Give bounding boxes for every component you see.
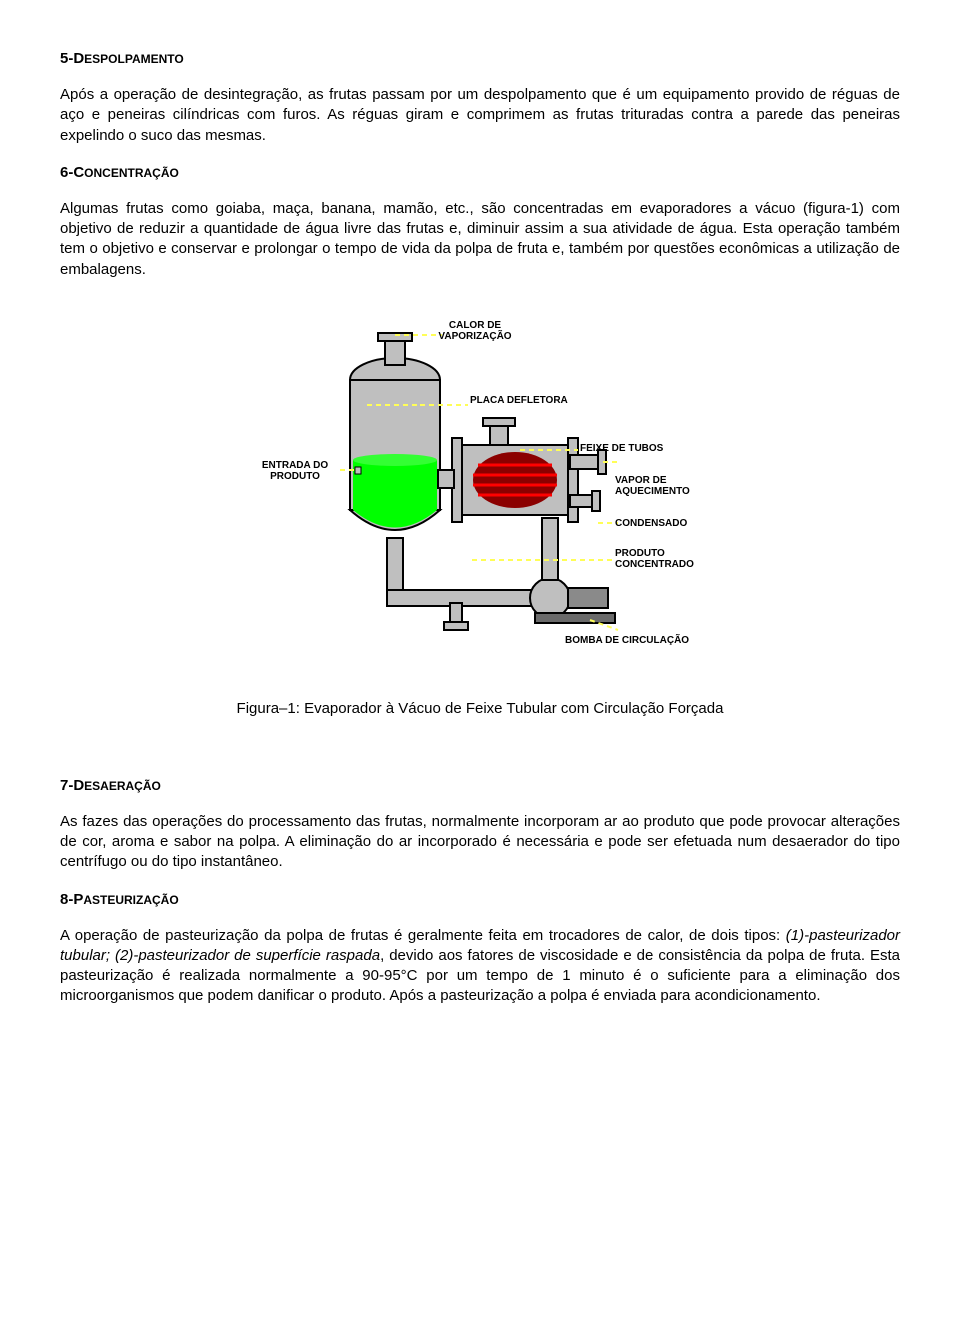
section-5-heading: 5-DESPOLPAMENTO: [60, 50, 900, 67]
label-placa: PLACA DEFLETORA: [470, 395, 568, 407]
section-8-heading: 8-PASTEURIZAÇÃO: [60, 891, 900, 908]
section-6-heading: 6-CONCENTRAÇÃO: [60, 164, 900, 181]
label-vapor: VAPOR DEAQUECIMENTO: [615, 475, 715, 498]
section-7-rest: ESAERAÇÃO: [84, 779, 161, 793]
label-produto-conc: PRODUTOCONCENTRADO: [615, 548, 715, 571]
section-6-num: 6-C: [60, 164, 84, 181]
figure-1-diagram: CALOR DEVAPORIZAÇÃO PLACA DEFLETORA ENTR…: [60, 300, 900, 670]
section-5-rest: ESPOLPAMENTO: [84, 52, 184, 66]
label-entrada: ENTRADA DOPRODUTO: [255, 460, 335, 483]
section-8-num: 8-P: [60, 891, 83, 908]
label-feixe: FEIXE DE TUBOS: [580, 443, 663, 455]
section-8-paragraph: A operação de pasteurização da polpa de …: [60, 926, 900, 1007]
section-8-rest: ASTEURIZAÇÃO: [83, 893, 178, 907]
section-7-num: 7-D: [60, 777, 84, 794]
label-condensado: CONDENSADO: [615, 518, 687, 530]
section-7-heading: 7-DESAERAÇÃO: [60, 777, 900, 794]
figure-1-caption: Figura–1: Evaporador à Vácuo de Feixe Tu…: [60, 700, 900, 717]
section-6-rest: ONCENTRAÇÃO: [84, 166, 179, 180]
label-bomba: BOMBA DE CIRCULAÇÃO: [565, 635, 689, 647]
section-5-num: 5-D: [60, 50, 84, 67]
section-8-text-before: A operação de pasteurização da polpa de …: [60, 927, 786, 944]
section-7-paragraph: As fazes das operações do processamento …: [60, 812, 900, 873]
label-calor: CALOR DEVAPORIZAÇÃO: [430, 320, 520, 343]
section-6-paragraph: Algumas frutas como goiaba, maça, banana…: [60, 199, 900, 280]
section-5-paragraph: Após a operação de desintegração, as fru…: [60, 85, 900, 146]
